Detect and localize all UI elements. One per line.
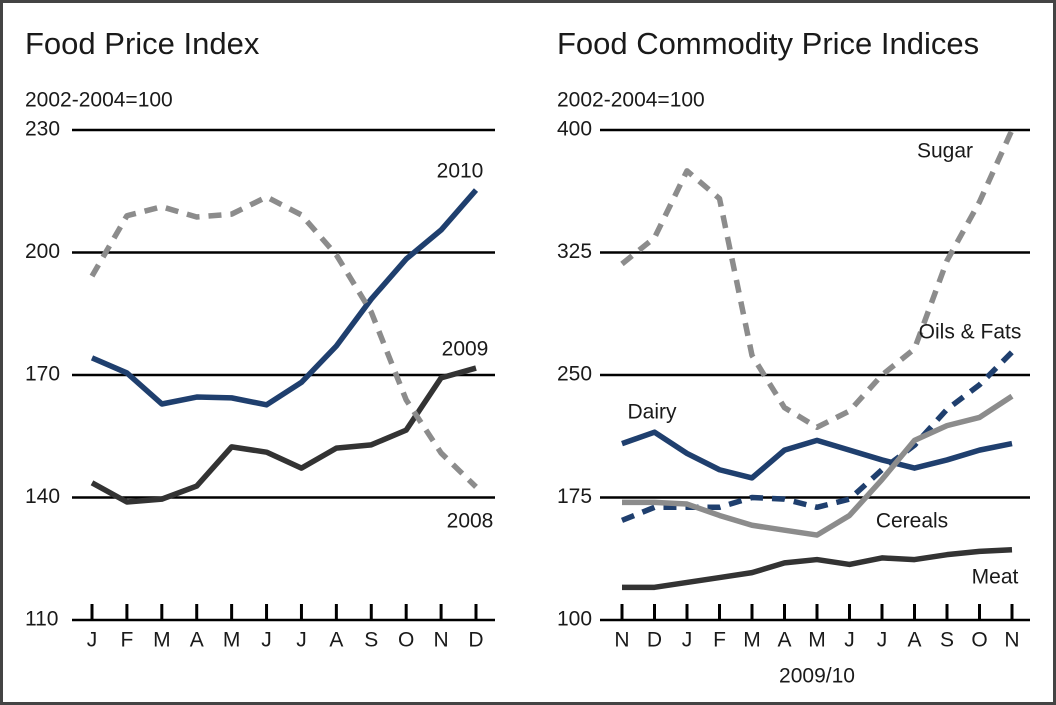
x-tick-label: J bbox=[844, 629, 855, 652]
x-tick-label: J bbox=[877, 629, 888, 652]
x-tick-label: N bbox=[434, 629, 449, 652]
x-tick-label: A bbox=[777, 629, 791, 652]
series-line bbox=[620, 350, 1014, 523]
series-label: Dairy bbox=[627, 401, 677, 424]
y-tick-label: 170 bbox=[25, 363, 60, 386]
series-label: Oils & Fats bbox=[919, 321, 1022, 344]
x-tick-label: A bbox=[329, 629, 343, 652]
chart-title: Food Price Index bbox=[25, 26, 260, 61]
series-label: 2008 bbox=[447, 510, 494, 533]
series-line bbox=[89, 194, 478, 489]
x-tick-label: A bbox=[190, 629, 204, 652]
x-tick-label: M bbox=[808, 629, 826, 652]
x-tick-label: F bbox=[713, 629, 726, 652]
subtitle: 2002-2004=100 bbox=[557, 89, 705, 112]
x-tick-label: D bbox=[647, 629, 662, 652]
x-axis-label: 2009/10 bbox=[779, 665, 855, 688]
x-tick-label: N bbox=[1004, 629, 1019, 652]
chart-title: Food Commodity Price Indices bbox=[557, 26, 979, 61]
y-tick-label: 200 bbox=[25, 240, 60, 263]
y-tick-label: 230 bbox=[25, 118, 60, 141]
y-tick-label: 100 bbox=[557, 608, 592, 631]
series-label: Sugar bbox=[917, 140, 973, 163]
series-line bbox=[90, 188, 479, 408]
x-tick-label: A bbox=[907, 629, 921, 652]
series-line bbox=[622, 547, 1013, 591]
x-tick-label: O bbox=[398, 629, 414, 652]
y-tick-label: 175 bbox=[557, 485, 592, 508]
y-tick-label: 400 bbox=[557, 118, 592, 141]
series-label: 2009 bbox=[442, 338, 489, 361]
subtitle: 2002-2004=100 bbox=[25, 89, 173, 112]
y-tick-label: 325 bbox=[557, 240, 592, 263]
series-line bbox=[621, 429, 1013, 481]
x-tick-label: J bbox=[87, 629, 98, 652]
x-tick-label: D bbox=[468, 629, 483, 652]
x-tick-label: S bbox=[364, 629, 378, 652]
series-line bbox=[90, 365, 477, 505]
y-tick-label: 250 bbox=[557, 363, 592, 386]
x-tick-label: J bbox=[261, 629, 272, 652]
series-label: 2010 bbox=[437, 160, 484, 183]
x-tick-label: F bbox=[120, 629, 133, 652]
x-tick-label: O bbox=[971, 629, 987, 652]
series-label: Meat bbox=[972, 566, 1019, 589]
y-tick-label: 140 bbox=[25, 485, 60, 508]
x-tick-label: S bbox=[940, 629, 954, 652]
y-tick-label: 110 bbox=[25, 608, 58, 631]
x-tick-label: M bbox=[223, 629, 241, 652]
x-tick-label: N bbox=[614, 629, 629, 652]
series-line bbox=[622, 393, 1014, 538]
x-tick-label: M bbox=[153, 629, 171, 652]
series-label: Cereals bbox=[876, 510, 948, 533]
x-tick-label: M bbox=[743, 629, 761, 652]
x-tick-label: J bbox=[296, 629, 307, 652]
series-line bbox=[620, 128, 1015, 431]
x-tick-label: J bbox=[682, 629, 693, 652]
